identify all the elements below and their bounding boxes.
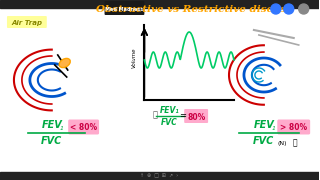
Circle shape: [271, 4, 281, 14]
Text: Volume: Volume: [132, 48, 137, 68]
Text: Obstructive vs Restrictive disease: Obstructive vs Restrictive disease: [96, 4, 292, 14]
FancyBboxPatch shape: [7, 16, 47, 28]
Text: Med Madness: Med Madness: [105, 6, 144, 12]
Text: 1: 1: [272, 125, 276, 130]
Text: FEV: FEV: [41, 120, 62, 130]
Text: =: =: [179, 111, 186, 120]
Text: 80%: 80%: [187, 112, 205, 122]
Text: FEV: FEV: [253, 120, 274, 130]
Text: FVC: FVC: [41, 136, 62, 146]
Text: Ⓝ: Ⓝ: [153, 111, 158, 120]
Ellipse shape: [59, 58, 70, 68]
Circle shape: [299, 4, 309, 14]
Text: FVC: FVC: [253, 136, 275, 146]
FancyBboxPatch shape: [277, 120, 310, 134]
Bar: [0, 172, 319, 180]
Text: < 80%: < 80%: [70, 123, 97, 132]
FancyBboxPatch shape: [68, 120, 99, 134]
Text: Air Trap: Air Trap: [12, 20, 42, 26]
Text: 1: 1: [60, 125, 64, 130]
FancyBboxPatch shape: [184, 109, 208, 123]
Circle shape: [284, 4, 294, 14]
Text: > 80%: > 80%: [280, 123, 307, 132]
Bar: [0, 0, 319, 8]
Text: ↑  ⊕  □  ⊞  ↗  ›: ↑ ⊕ □ ⊞ ↗ ›: [140, 174, 178, 179]
Text: FEV₁: FEV₁: [159, 105, 179, 114]
Text: Ⓝ: Ⓝ: [292, 138, 297, 147]
Text: FVC: FVC: [161, 118, 178, 127]
FancyBboxPatch shape: [105, 1, 144, 15]
Text: (N): (N): [277, 141, 286, 145]
